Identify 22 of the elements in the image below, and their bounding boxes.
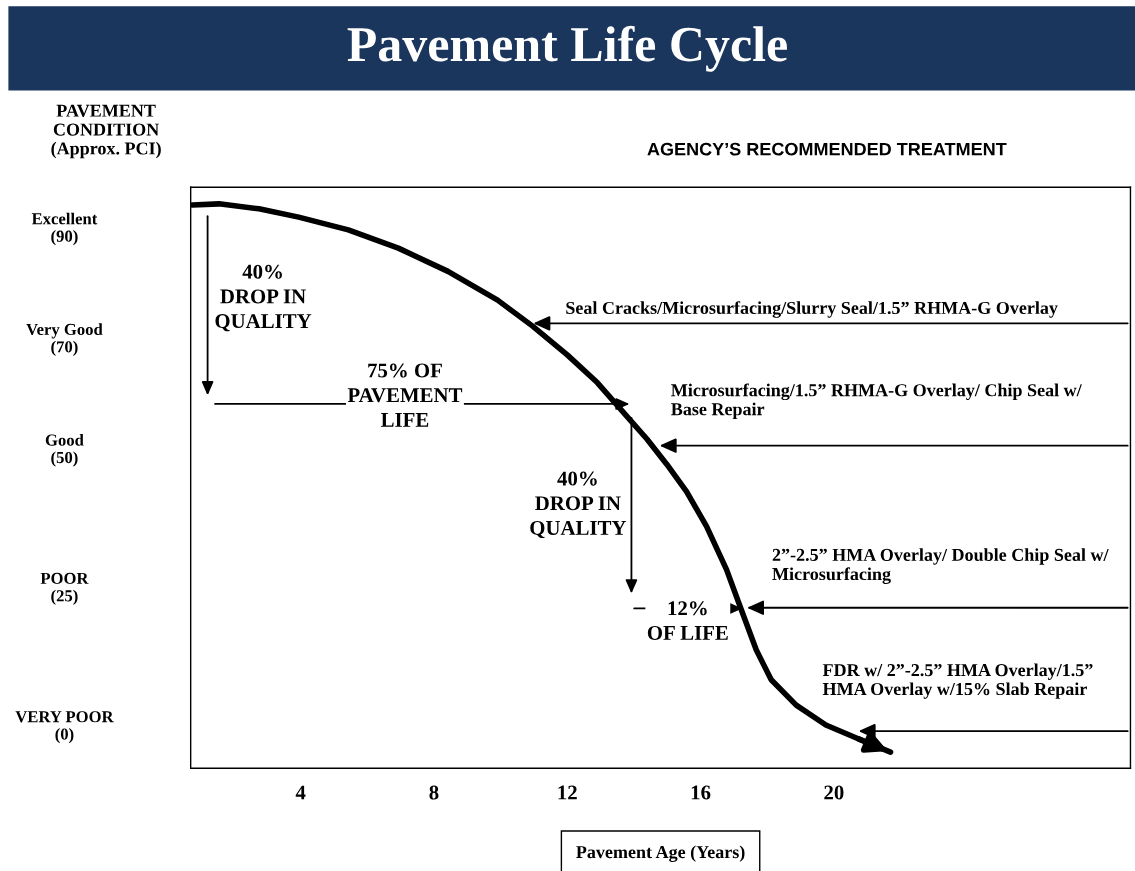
annotation: Microsurfacing/1.5” RHMA-G Overlay/ Chip Seal w/ Base Repair xyxy=(671,383,1082,419)
annotation: Seal Cracks/Microsurfacing/Slurry Seal/1.5” RHMA-G Overlay xyxy=(566,301,1058,318)
x-tick-label: 16 xyxy=(691,785,711,800)
annotation: 12% OF LIFE xyxy=(647,601,728,640)
y-tick-label: POOR (25) xyxy=(40,572,89,605)
annotation: 40% DROP IN QUALITY xyxy=(530,471,627,539)
annotation: 2”-2.5” HMA Overlay/ Double Chip Seal w/ Microsurfacing xyxy=(772,548,1109,584)
x-tick-label: 8 xyxy=(429,785,439,800)
y-axis-title: PAVEMENT CONDITION (Approx. PCI) xyxy=(51,104,161,159)
annotation: FDR w/ 2”-2.5” HMA Overlay/1.5” HMA Overlay w/15% Slab Repair xyxy=(822,663,1093,699)
annotation: 75% OF PAVEMENT LIFE xyxy=(347,363,463,427)
text: AGENCY’S RECOMMENDED TREATMENT xyxy=(647,142,1007,156)
x-tick-label: 20 xyxy=(824,785,844,800)
y-tick-label: Very Good (70) xyxy=(26,323,103,356)
annotation: 40% DROP IN QUALITY xyxy=(215,264,312,332)
y-tick-label: VERY POOR (0) xyxy=(15,711,114,744)
y-tick-label: Good (50) xyxy=(45,433,84,467)
x-axis-title: Pavement Age (Years) xyxy=(576,845,745,862)
x-tick-label: 12 xyxy=(558,785,577,800)
x-tick-label: 4 xyxy=(295,785,306,800)
chart-title: Pavement Life Cycle xyxy=(347,25,787,72)
y-tick-label: Excellent (90) xyxy=(31,212,98,246)
